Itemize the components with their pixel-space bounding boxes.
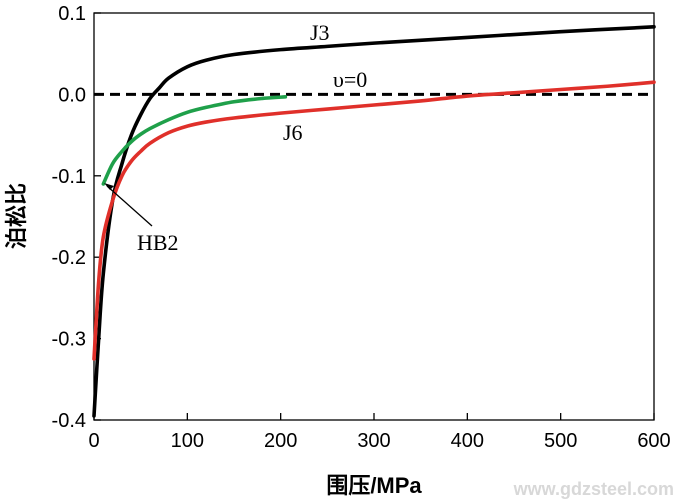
hb2-arrow-head — [104, 183, 114, 190]
y-tick-label: 0.0 — [58, 84, 86, 106]
y-tick-label: -0.2 — [52, 247, 86, 269]
y-tick-label: 0.1 — [58, 3, 86, 25]
x-tick-label: 0 — [88, 430, 99, 452]
annotation-layer: J3 υ=0 J6 HB2 — [104, 20, 367, 255]
plot-area — [93, 12, 655, 421]
y-tick-label: -0.3 — [52, 329, 86, 351]
axis-ticks: 0 100 200 300 400 500 600 -0.4 -0.3 -0.2 -0.1 0.0 0.… — [52, 3, 671, 452]
series-line-hb2 — [101, 95, 288, 186]
x-tick-label: 600 — [637, 430, 670, 452]
annotation-j6: J6 — [283, 120, 303, 145]
x-tick-label: 200 — [264, 430, 297, 452]
plot-frame — [93, 12, 655, 421]
annotation-nu-zero: υ=0 — [333, 67, 367, 92]
watermark: www.gdzsteel.com — [513, 479, 674, 499]
x-tick-label: 500 — [544, 430, 577, 452]
x-axis-label: 围压/MPa — [326, 473, 422, 498]
y-tick-label: -0.4 — [52, 410, 86, 432]
series-line-j3 — [92, 25, 656, 418]
annotation-j3: J3 — [310, 20, 330, 45]
y-tick-label: -0.1 — [52, 166, 86, 188]
annotation-hb2: HB2 — [137, 230, 179, 255]
x-tick-label: 100 — [171, 430, 204, 452]
series-line-j6 — [92, 80, 656, 361]
series-layer — [92, 25, 656, 418]
x-tick-label: 300 — [357, 430, 390, 452]
x-tick-label: 400 — [451, 430, 484, 452]
y-axis-label: 泊松比 — [4, 183, 29, 249]
hb2-arrow-line — [106, 185, 153, 227]
